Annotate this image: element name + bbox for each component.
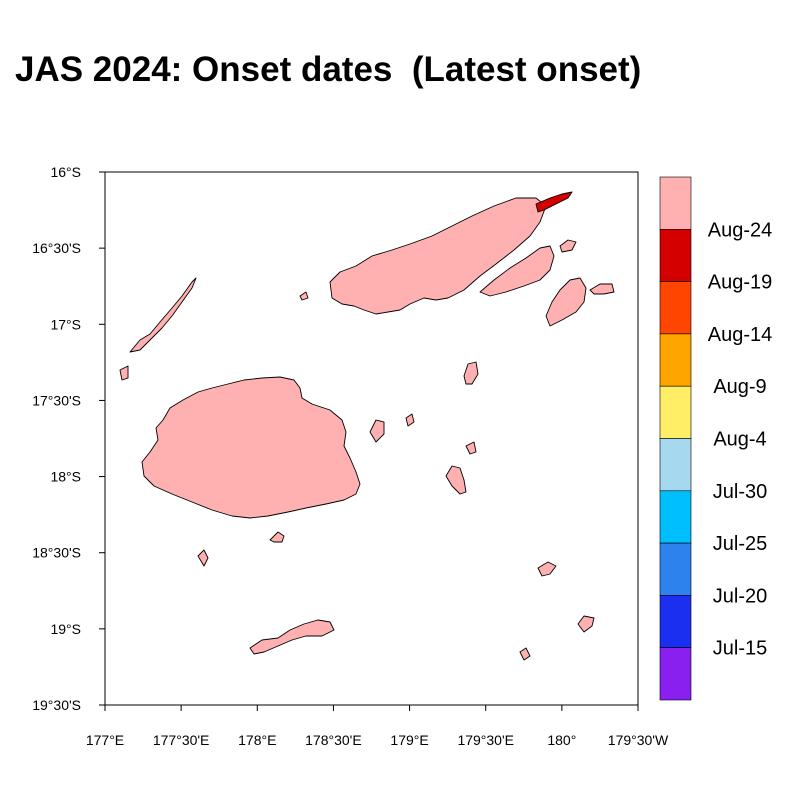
- lon-tick-label: 177°E: [86, 732, 124, 748]
- longitude-axis: 177°E 177°30'E 178°E 178°30'E 179°E 179°30'E 1…: [86, 705, 669, 748]
- lat-tick-label: 18°S: [50, 469, 81, 485]
- legend-swatch: [659, 542, 692, 596]
- legend-swatch: [659, 229, 692, 282]
- island-small-sw: [197, 549, 209, 567]
- island-yasawa: [129, 277, 197, 353]
- lat-tick-label: 19°30'S: [32, 697, 81, 713]
- island-cakaudrove: [479, 245, 555, 297]
- lat-tick-label: 17°S: [50, 316, 81, 332]
- legend-label: Aug-19: [708, 272, 773, 294]
- island-lau-1: [463, 361, 479, 385]
- legend-swatch: [659, 647, 692, 701]
- latitude-axis: 16°S 16°30'S 17°S 17°30'S 18°S 18°30'S 19°S 19°…: [32, 164, 105, 713]
- island-viti-levu: [141, 376, 361, 519]
- island-kadavu: [249, 619, 335, 655]
- map-title: JAS 2024: Onset dates (Latest onset): [15, 50, 642, 89]
- lat-tick-label: 16°S: [50, 164, 81, 180]
- legend-label: Aug-24: [708, 219, 773, 241]
- legend-label: Jul-20: [713, 585, 767, 607]
- lat-tick-label: 17°30'S: [32, 392, 81, 408]
- island-lau-5: [577, 615, 595, 633]
- island-lau-6: [519, 647, 531, 661]
- lon-tick-label: 180°: [547, 732, 576, 748]
- legend-swatch: [659, 333, 692, 387]
- legend-label: Jul-30: [713, 481, 767, 503]
- legend-label: Aug-9: [713, 376, 766, 398]
- island-beqa: [269, 531, 285, 543]
- land-areas: [119, 191, 615, 661]
- legend-label: Jul-15: [713, 638, 767, 660]
- legend-swatch: [659, 490, 692, 544]
- island-small-ne1: [559, 239, 577, 253]
- island-lau-4: [537, 561, 557, 577]
- lat-tick-label: 16°30'S: [32, 240, 81, 256]
- island-small-ne2: [589, 283, 615, 295]
- lat-tick-label: 18°30'S: [32, 545, 81, 561]
- island-vanua-levu: [329, 197, 547, 315]
- island-small-n: [299, 291, 309, 301]
- legend-label: Aug-14: [708, 324, 773, 346]
- legend-swatch: [659, 595, 692, 649]
- lon-tick-label: 179°30'W: [608, 732, 669, 748]
- lon-tick-label: 179°E: [390, 732, 428, 748]
- island-ovalau: [369, 419, 385, 443]
- island-moala: [405, 413, 415, 427]
- legend-label: Jul-25: [713, 533, 767, 555]
- legend-label: Aug-4: [713, 429, 766, 451]
- island-lau-3: [465, 441, 477, 455]
- island-taveuni: [545, 277, 587, 327]
- legend-swatch: [659, 385, 692, 439]
- island-lau-2: [445, 465, 467, 495]
- lon-tick-label: 178°30'E: [305, 732, 362, 748]
- legend-swatch: [659, 438, 692, 492]
- lon-tick-label: 179°30'E: [457, 732, 514, 748]
- lon-tick-label: 177°30'E: [153, 732, 210, 748]
- map-frame: [104, 171, 639, 706]
- island-tip-red: [535, 191, 573, 213]
- color-legend: Aug-24 Aug-19 Aug-14 Aug-9 Aug-4 Jul-30 Jul-25…: [659, 176, 773, 701]
- lat-tick-label: 19°S: [50, 621, 81, 637]
- lon-tick-label: 178°E: [238, 732, 276, 748]
- legend-swatch: [659, 176, 692, 230]
- island-yasawa-small: [119, 365, 129, 381]
- legend-swatch: [659, 281, 692, 335]
